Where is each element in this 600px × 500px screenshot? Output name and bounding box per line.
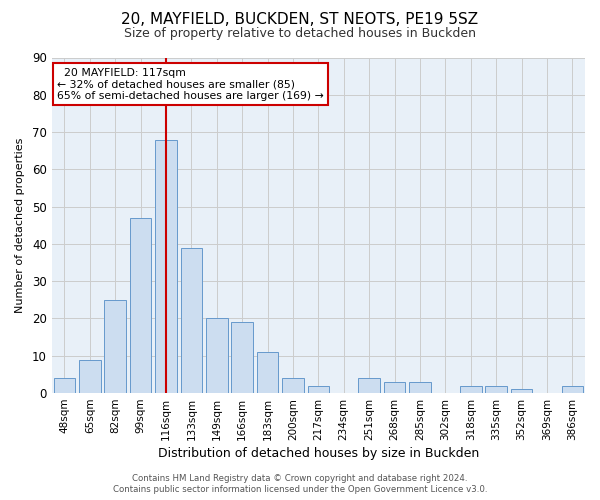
Bar bbox=[511, 390, 532, 393]
Bar bbox=[181, 248, 202, 393]
Bar bbox=[282, 378, 304, 393]
Bar bbox=[384, 382, 406, 393]
Bar bbox=[460, 386, 482, 393]
Text: Size of property relative to detached houses in Buckden: Size of property relative to detached ho… bbox=[124, 28, 476, 40]
Bar bbox=[130, 218, 151, 393]
Bar bbox=[485, 386, 507, 393]
Y-axis label: Number of detached properties: Number of detached properties bbox=[15, 138, 25, 313]
Bar bbox=[104, 300, 126, 393]
Bar bbox=[562, 386, 583, 393]
Bar bbox=[358, 378, 380, 393]
Bar bbox=[155, 140, 177, 393]
Text: 20, MAYFIELD, BUCKDEN, ST NEOTS, PE19 5SZ: 20, MAYFIELD, BUCKDEN, ST NEOTS, PE19 5S… bbox=[121, 12, 479, 28]
Bar bbox=[206, 318, 227, 393]
Text: 20 MAYFIELD: 117sqm
← 32% of detached houses are smaller (85)
65% of semi-detach: 20 MAYFIELD: 117sqm ← 32% of detached ho… bbox=[57, 68, 324, 101]
Bar bbox=[53, 378, 75, 393]
X-axis label: Distribution of detached houses by size in Buckden: Distribution of detached houses by size … bbox=[158, 447, 479, 460]
Bar bbox=[308, 386, 329, 393]
Text: Contains HM Land Registry data © Crown copyright and database right 2024.
Contai: Contains HM Land Registry data © Crown c… bbox=[113, 474, 487, 494]
Bar bbox=[232, 322, 253, 393]
Bar bbox=[257, 352, 278, 393]
Bar bbox=[409, 382, 431, 393]
Bar bbox=[79, 360, 101, 393]
